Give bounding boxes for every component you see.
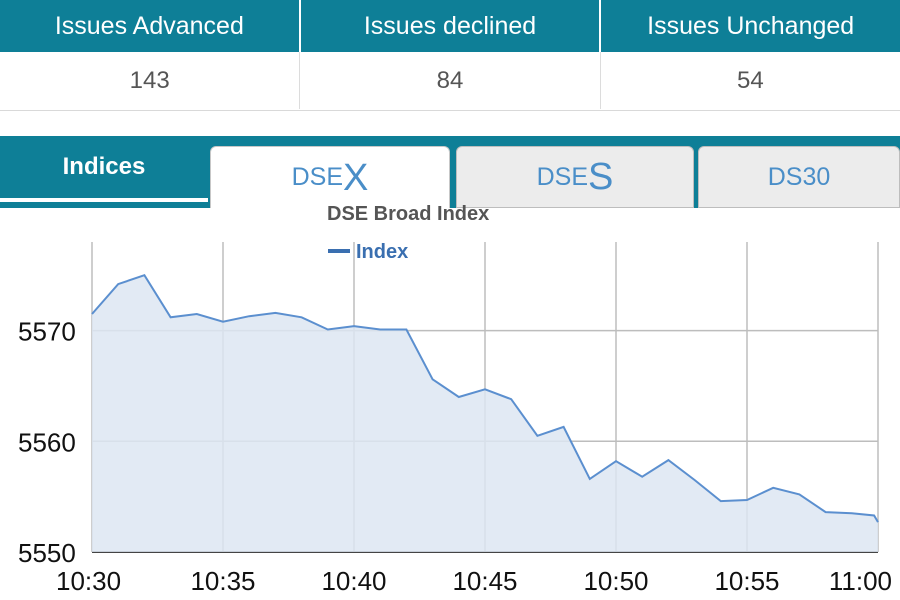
tab-dses-suffix: S [588, 156, 614, 198]
index-chart: DSE Broad Index Index 5550 5560 5570 10:30… [0, 203, 900, 600]
value-issues-unchanged: 54 [736, 66, 764, 94]
issues-value-row: 143 84 54 [0, 52, 900, 109]
y-axis-ticks: 5550 5560 5570 [18, 317, 76, 568]
value-issues-advanced: 143 [0, 52, 301, 109]
tab-dsex[interactable]: DSE X [210, 146, 450, 208]
tab-ds30[interactable]: DS30 [698, 146, 900, 208]
x-axis-ticks: 10:30 10:35 10:40 10:45 10:50 10:55 11:00 [56, 566, 892, 596]
tab-ds30-label: DS30 [767, 162, 831, 191]
x-tick-label: 10:35 [190, 566, 255, 596]
tab-indices[interactable]: Indices [0, 136, 208, 202]
tab-dsex-suffix: X [343, 156, 369, 199]
x-tick-label: 10:45 [452, 566, 517, 596]
legend[interactable]: Index [328, 241, 408, 263]
tab-dsex-prefix: DSE [291, 163, 344, 191]
tab-dses-prefix: DSE [536, 162, 589, 191]
x-tick-label: 10:40 [321, 566, 386, 596]
header-issues-unchanged: Issues Unchanged [647, 11, 855, 40]
y-tick-label: 5560 [18, 427, 76, 457]
y-tick-label: 5550 [18, 538, 76, 568]
indices-tabbar: Indices DSE X DSE S DS30 [0, 136, 900, 208]
header-issues-advanced: Issues Advanced [0, 0, 301, 52]
legend-label-index: Index [356, 241, 408, 263]
x-tick-label: 10:50 [583, 566, 648, 596]
series-line [91, 273, 879, 523]
x-tick-label: 11:00 [829, 566, 892, 596]
value-issues-declined: 84 [300, 52, 601, 109]
x-tick-label: 10:55 [714, 566, 779, 596]
issues-header-row: Issues Advanced Issues declined Issues U… [0, 0, 900, 52]
issues-table: Issues Advanced Issues declined Issues U… [0, 0, 900, 111]
header-issues-declined: Issues declined [301, 0, 602, 52]
chart-title: DSE Broad Index [327, 203, 489, 225]
tab-dses[interactable]: DSE S [456, 146, 694, 208]
series-area [92, 275, 878, 552]
x-tick-label: 10:30 [56, 566, 121, 596]
y-tick-label: 5570 [18, 317, 76, 347]
